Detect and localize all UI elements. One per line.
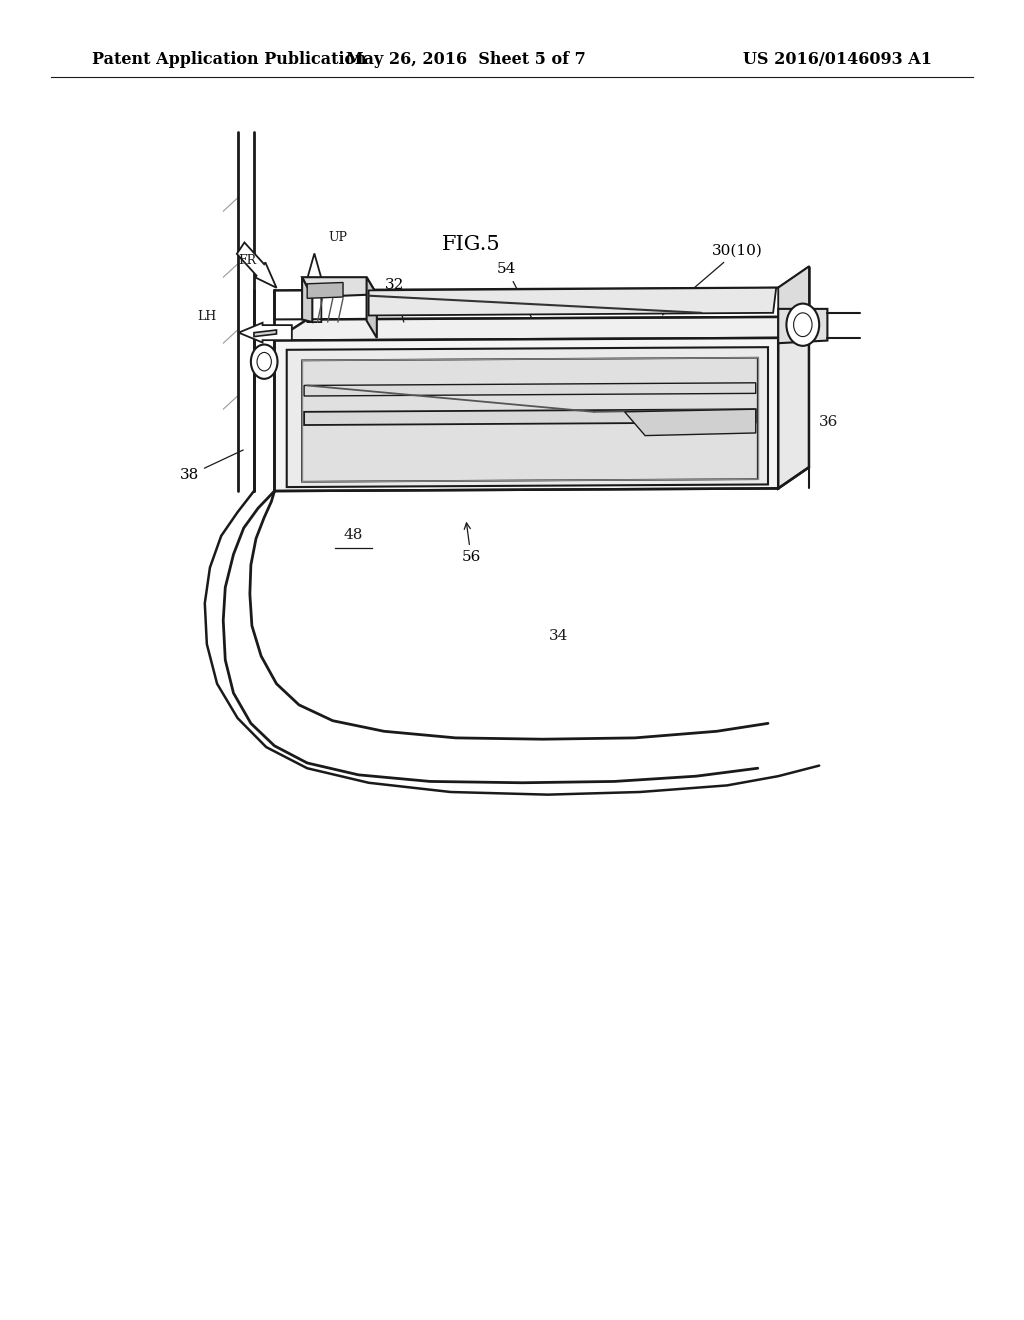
Circle shape — [257, 352, 271, 371]
Text: 36: 36 — [819, 416, 839, 429]
Polygon shape — [369, 288, 776, 315]
Polygon shape — [302, 358, 758, 482]
Polygon shape — [302, 277, 312, 322]
Polygon shape — [778, 309, 827, 343]
Text: 34: 34 — [549, 630, 567, 643]
Text: US 2016/0146093 A1: US 2016/0146093 A1 — [742, 51, 932, 67]
Text: FR: FR — [239, 253, 257, 267]
Text: 30(10): 30(10) — [663, 244, 763, 315]
Polygon shape — [778, 317, 809, 488]
Text: 38: 38 — [180, 450, 244, 482]
Text: FIG.5: FIG.5 — [441, 235, 501, 253]
Text: 56: 56 — [462, 523, 480, 564]
Polygon shape — [304, 409, 756, 425]
Polygon shape — [287, 347, 768, 487]
Polygon shape — [625, 409, 756, 436]
Text: Patent Application Publication: Patent Application Publication — [92, 51, 367, 67]
Circle shape — [251, 345, 278, 379]
Text: UP: UP — [329, 231, 348, 244]
Circle shape — [794, 313, 812, 337]
Text: May 26, 2016  Sheet 5 of 7: May 26, 2016 Sheet 5 of 7 — [346, 51, 586, 67]
Polygon shape — [274, 317, 809, 341]
Polygon shape — [254, 330, 276, 337]
Text: 32: 32 — [385, 279, 403, 322]
Polygon shape — [307, 282, 343, 298]
Polygon shape — [237, 243, 276, 288]
Text: 54: 54 — [498, 263, 531, 317]
Polygon shape — [778, 267, 809, 338]
Polygon shape — [302, 277, 377, 297]
Circle shape — [786, 304, 819, 346]
Polygon shape — [305, 253, 324, 322]
Text: 48: 48 — [344, 528, 362, 541]
Text: LH: LH — [198, 310, 217, 323]
Polygon shape — [367, 277, 377, 338]
Polygon shape — [239, 323, 292, 342]
Polygon shape — [274, 338, 778, 491]
Polygon shape — [304, 383, 756, 396]
